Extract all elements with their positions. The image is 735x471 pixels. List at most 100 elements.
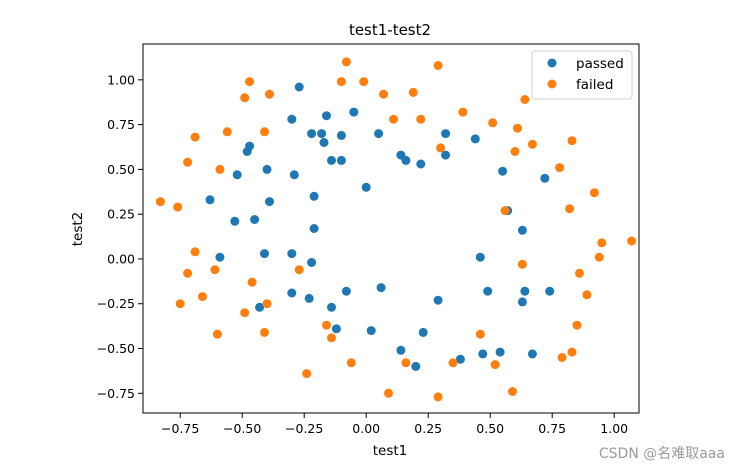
x-tick-label-4: 0.25 bbox=[414, 421, 442, 436]
point-failed-15 bbox=[488, 118, 498, 128]
point-failed-43 bbox=[582, 290, 592, 300]
y-axis-ticks: −0.75 −0.50 −0.25 0.00 0.25 0.50 0.75 1.00 bbox=[97, 72, 143, 401]
point-failed-60 bbox=[508, 387, 517, 396]
point-failed-51 bbox=[346, 358, 356, 368]
legend-marker-failed bbox=[547, 79, 557, 89]
point-passed-19 bbox=[232, 170, 242, 180]
point-passed-27 bbox=[540, 173, 550, 183]
point-passed-34 bbox=[260, 249, 269, 259]
point-failed-17 bbox=[520, 95, 530, 104]
x-axis-ticks: −0.75 −0.50 −0.25 0.00 0.25 0.50 0.75 1.00 bbox=[161, 413, 628, 436]
point-failed-11 bbox=[260, 127, 269, 137]
point-passed-14 bbox=[401, 155, 411, 165]
x-axis-label: test1 bbox=[373, 443, 408, 459]
point-passed-23 bbox=[205, 195, 215, 205]
point-failed-57 bbox=[302, 369, 312, 379]
point-passed-22 bbox=[309, 191, 319, 201]
point-failed-56 bbox=[567, 347, 577, 357]
point-failed-0 bbox=[341, 57, 351, 67]
y-tick-label-5: 0.50 bbox=[107, 162, 135, 177]
point-passed-42 bbox=[433, 295, 443, 305]
point-passed-21 bbox=[289, 170, 299, 180]
point-passed-24 bbox=[265, 197, 274, 207]
point-passed-50 bbox=[366, 326, 376, 336]
point-failed-25 bbox=[155, 197, 165, 207]
point-passed-49 bbox=[331, 324, 341, 334]
legend-label-failed: failed bbox=[576, 77, 613, 93]
point-failed-7 bbox=[408, 87, 418, 97]
legend-label-passed: passed bbox=[576, 56, 624, 72]
point-passed-29 bbox=[230, 216, 240, 226]
point-failed-35 bbox=[575, 268, 584, 278]
plot-frame bbox=[142, 43, 640, 414]
point-failed-27 bbox=[500, 206, 510, 216]
point-passed-20 bbox=[262, 164, 272, 174]
point-passed-37 bbox=[475, 252, 485, 262]
point-failed-39 bbox=[198, 292, 207, 302]
point-passed-25 bbox=[361, 182, 371, 192]
point-failed-41 bbox=[247, 277, 257, 287]
point-failed-4 bbox=[336, 77, 346, 87]
point-passed-36 bbox=[307, 258, 317, 267]
chart-title: test1-test2 bbox=[349, 21, 431, 39]
point-failed-59 bbox=[433, 392, 443, 402]
y-tick-label-7: 1.00 bbox=[107, 72, 135, 87]
point-passed-54 bbox=[455, 354, 465, 364]
watermark-text: CSDN @名难取aaa bbox=[599, 446, 725, 462]
point-failed-54 bbox=[490, 360, 500, 370]
point-failed-22 bbox=[183, 157, 193, 167]
point-failed-58 bbox=[384, 388, 393, 398]
point-failed-36 bbox=[597, 238, 607, 248]
point-passed-16 bbox=[441, 129, 451, 139]
point-failed-8 bbox=[433, 61, 443, 70]
point-failed-1 bbox=[245, 77, 255, 87]
point-failed-12 bbox=[389, 114, 398, 124]
point-failed-48 bbox=[260, 327, 269, 337]
point-passed-33 bbox=[215, 252, 225, 262]
point-failed-23 bbox=[215, 164, 225, 174]
point-passed-17 bbox=[441, 150, 451, 160]
x-tick-label-1: −0.50 bbox=[223, 421, 261, 436]
y-tick-label-1: −0.50 bbox=[97, 341, 135, 356]
point-failed-37 bbox=[594, 252, 604, 262]
point-passed-47 bbox=[327, 302, 336, 312]
point-failed-52 bbox=[401, 358, 411, 368]
plot-marks bbox=[155, 57, 637, 402]
x-tick-label-7: 1.00 bbox=[600, 421, 628, 436]
y-tick-label-0: −0.75 bbox=[97, 386, 135, 401]
point-passed-55 bbox=[478, 349, 488, 359]
point-failed-49 bbox=[475, 329, 485, 339]
point-failed-50 bbox=[572, 320, 582, 330]
point-passed-48 bbox=[517, 297, 527, 307]
point-failed-14 bbox=[458, 107, 468, 117]
point-passed-46 bbox=[255, 302, 265, 312]
point-passed-31 bbox=[309, 224, 319, 233]
point-failed-19 bbox=[436, 143, 446, 153]
point-passed-4 bbox=[319, 138, 329, 147]
point-passed-35 bbox=[287, 249, 297, 259]
point-failed-47 bbox=[212, 329, 222, 339]
point-passed-41 bbox=[376, 283, 386, 293]
y-tick-label-2: −0.25 bbox=[97, 296, 135, 311]
point-failed-40 bbox=[175, 299, 185, 309]
point-failed-28 bbox=[565, 204, 575, 214]
point-passed-53 bbox=[411, 361, 421, 371]
point-failed-32 bbox=[183, 268, 193, 278]
point-passed-26 bbox=[498, 166, 508, 176]
point-passed-56 bbox=[495, 347, 505, 357]
point-failed-6 bbox=[379, 89, 389, 99]
x-tick-label-3: 0.00 bbox=[352, 421, 380, 436]
point-failed-20 bbox=[510, 147, 520, 156]
point-passed-2 bbox=[307, 129, 317, 139]
point-failed-26 bbox=[173, 202, 183, 212]
y-tick-label-4: 0.25 bbox=[107, 207, 135, 222]
point-failed-16 bbox=[513, 123, 522, 133]
point-passed-45 bbox=[545, 286, 555, 296]
legend-box bbox=[531, 50, 633, 100]
point-failed-18 bbox=[527, 139, 537, 149]
point-passed-30 bbox=[250, 215, 260, 224]
point-passed-44 bbox=[520, 286, 530, 296]
point-failed-46 bbox=[327, 333, 336, 343]
point-failed-9 bbox=[190, 132, 200, 142]
